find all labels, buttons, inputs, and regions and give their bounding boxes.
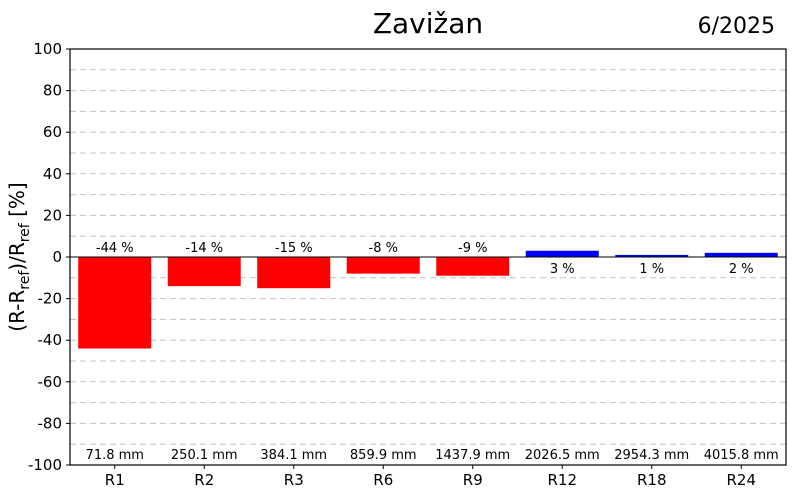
bars <box>78 250 778 349</box>
y-tick-label: 100 <box>33 40 62 58</box>
bar-value-label: -14 % <box>185 241 223 256</box>
chart-title: Zavižan <box>373 7 483 40</box>
y-axis-label: (R-Rref)/Rref [%] <box>5 182 33 331</box>
y-tick-label: 0 <box>52 248 62 266</box>
labels: -44 % 71.8 mm R1 -14 % 250.1 mm R2 -15 % 384.1 … <box>28 40 779 489</box>
y-tick-label: 80 <box>43 82 62 100</box>
bar <box>436 257 510 276</box>
amount-label: 1437.9 mm <box>435 448 510 463</box>
amount-label: 2026.5 mm <box>525 448 600 463</box>
bar-value-label: 1 % <box>639 262 664 277</box>
amount-label: 859.9 mm <box>350 448 417 463</box>
x-tick-label: R18 <box>637 471 667 489</box>
y-tick-label: 20 <box>43 206 62 224</box>
bar <box>346 257 420 274</box>
y-tick-label: -20 <box>38 290 63 308</box>
y-tick-label: -100 <box>28 456 62 474</box>
bar-value-label: -15 % <box>275 241 313 256</box>
x-tick-label: R9 <box>463 471 483 489</box>
bar <box>167 257 241 287</box>
bar <box>704 252 778 257</box>
bar <box>525 250 599 257</box>
bar <box>257 257 331 289</box>
bar-value-label: -9 % <box>458 241 487 256</box>
bar <box>78 257 152 349</box>
x-tick-label: R12 <box>547 471 577 489</box>
bar <box>615 254 689 257</box>
x-tick-label: R1 <box>105 471 125 489</box>
amount-label: 71.8 mm <box>86 448 144 463</box>
x-tick-label: R3 <box>284 471 304 489</box>
y-tick-label: -80 <box>38 414 63 432</box>
axes <box>66 48 787 469</box>
bar-value-label: 3 % <box>550 262 575 277</box>
x-tick-label: R6 <box>373 471 393 489</box>
y-tick-label: -40 <box>38 331 63 349</box>
chart-period: 6/2025 <box>698 14 775 39</box>
amount-label: 384.1 mm <box>260 448 327 463</box>
x-tick-label: R24 <box>726 471 756 489</box>
y-tick-label: 40 <box>43 165 62 183</box>
x-tick-label: R2 <box>194 471 214 489</box>
y-tick-label: -60 <box>38 373 63 391</box>
amount-label: 2954.3 mm <box>614 448 689 463</box>
amount-label: 250.1 mm <box>171 448 238 463</box>
amount-label: 4015.8 mm <box>704 448 779 463</box>
bar-value-label: -44 % <box>96 241 134 256</box>
bar-value-label: 2 % <box>729 262 754 277</box>
bar-value-label: -8 % <box>369 241 398 256</box>
y-tick-label: 60 <box>43 123 62 141</box>
